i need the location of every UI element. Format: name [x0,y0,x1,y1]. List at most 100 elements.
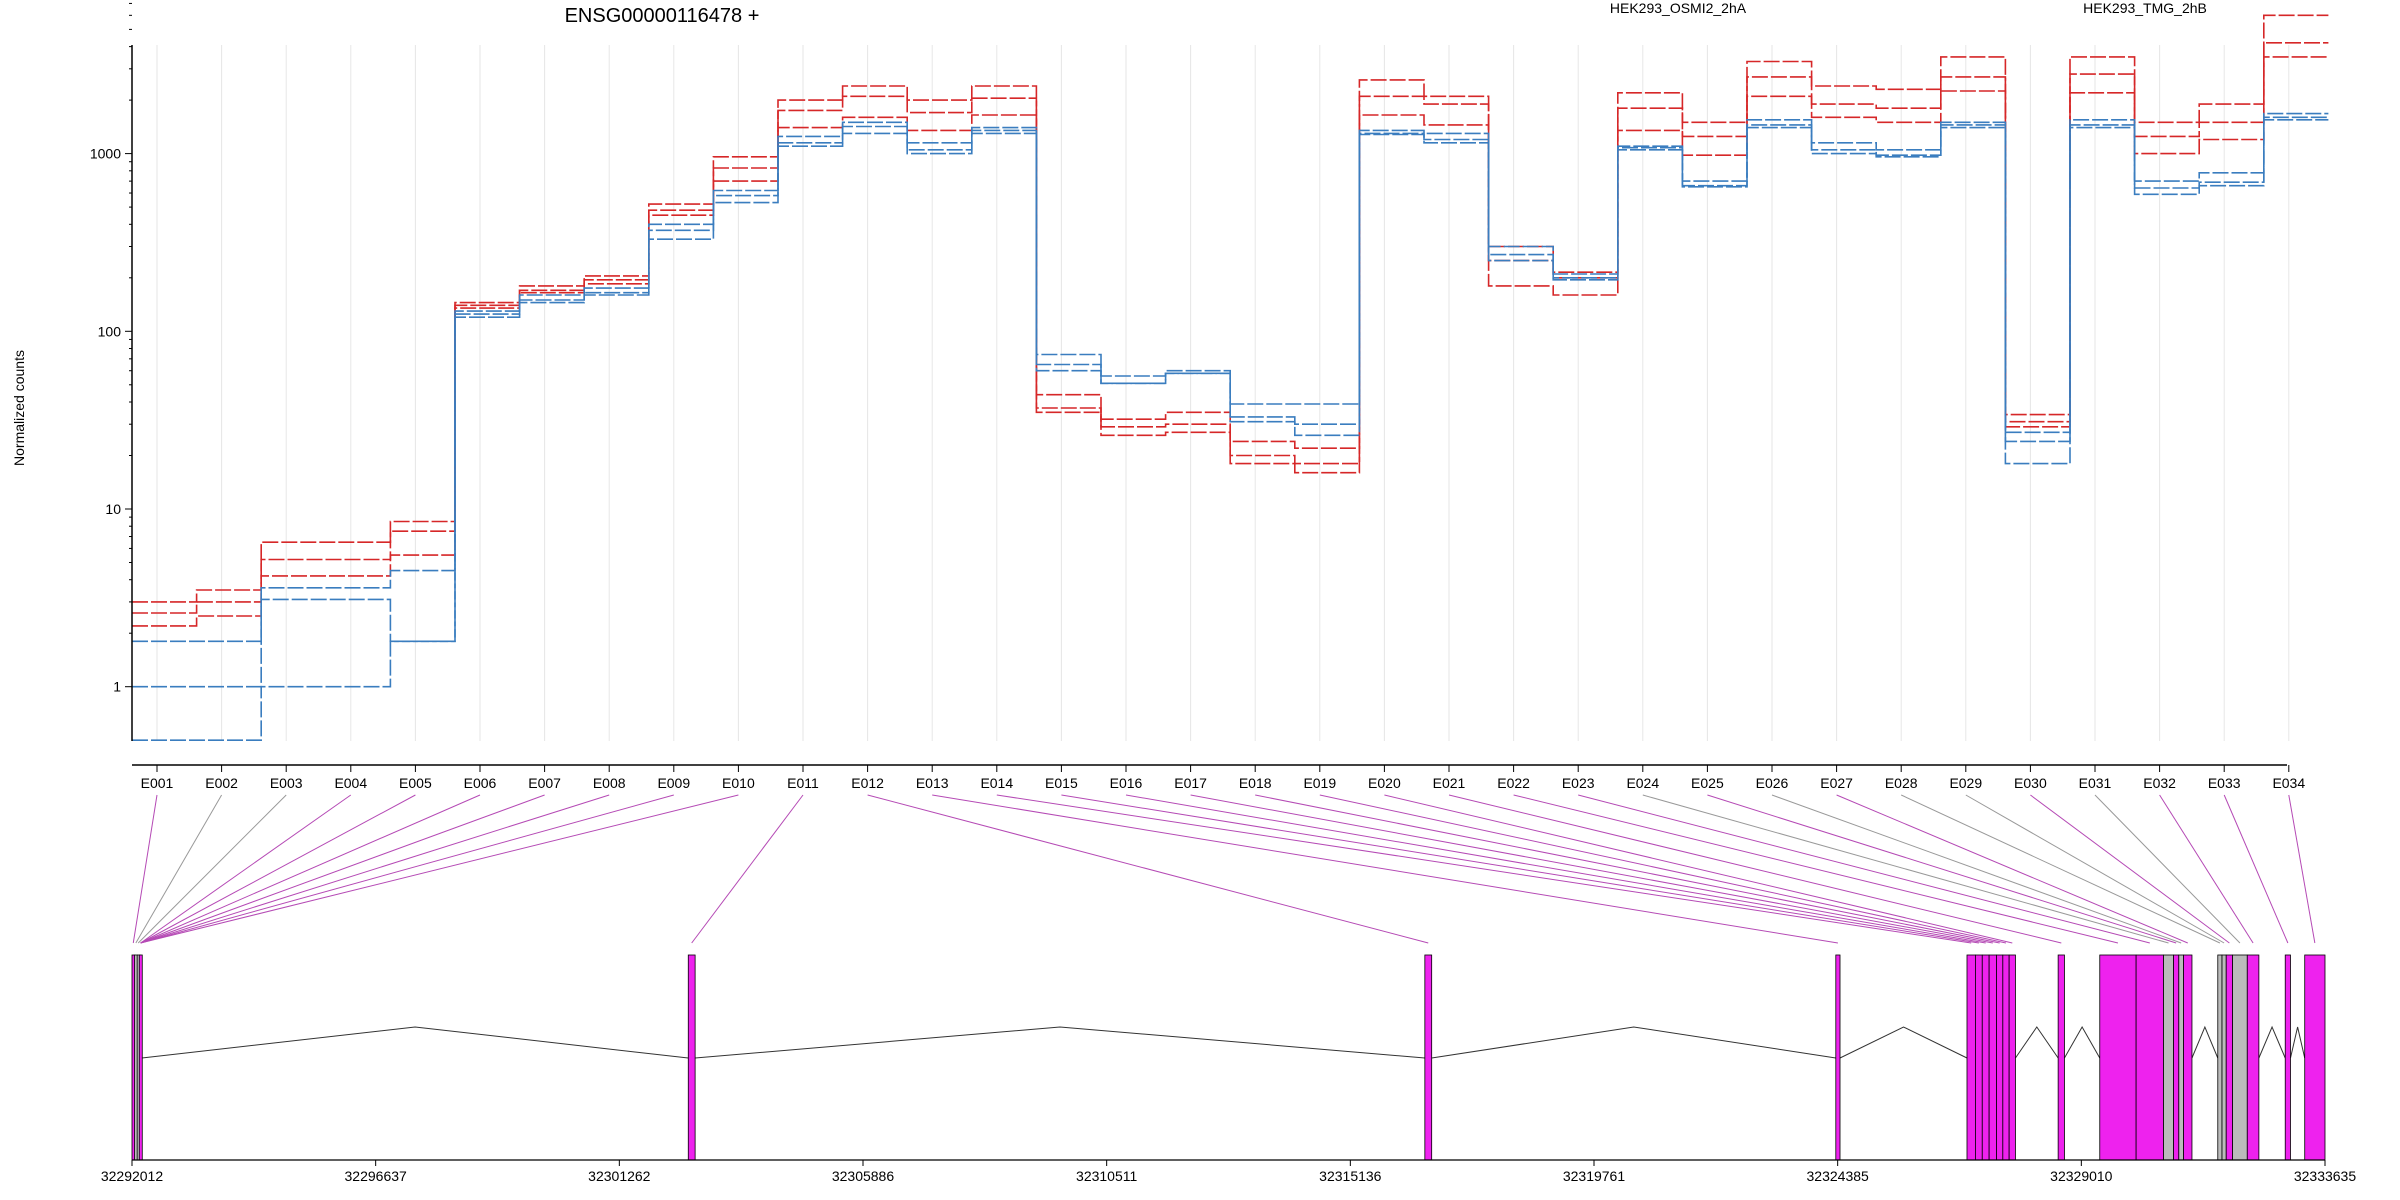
bin-connector [140,794,416,944]
bin-connector [135,794,223,944]
y-tick-label: 10 [105,501,121,517]
x-tick-label: E029 [1949,775,1982,791]
x-tick-label: E027 [1820,775,1853,791]
x-tick-label: E020 [1368,775,1401,791]
y-axis-label: Normalized counts [11,350,27,466]
x-tick-label: E030 [2014,775,2047,791]
chart-title: ENSG00000116478 + [565,5,760,27]
bin-connector [1190,794,1993,944]
x-tick-label: E002 [205,775,238,791]
x-tick-label: E004 [334,775,367,791]
bin-connector [2094,794,2241,944]
coordinate-ticks: 32292012 32296637 32301262 32305886 32310511… [101,1160,2356,1184]
bin-connector [867,794,1429,944]
exon-block [2221,954,2227,1161]
coord-tick-label: 32305886 [832,1168,895,1184]
x-tick-label: E013 [916,775,949,791]
exon-block [138,954,143,1161]
x-tick-label: E018 [1239,775,1272,791]
exon-block [2057,954,2065,1161]
x-tick-label: E006 [464,775,497,791]
coord-tick-label: 32301262 [588,1168,651,1184]
x-tick-label: E009 [657,775,690,791]
x-tick-label: E008 [593,775,626,791]
exon-block [2135,954,2164,1161]
x-tick-label: E015 [1045,775,1078,791]
coord-tick-label: 32292012 [101,1168,164,1184]
axes [131,45,2287,766]
intron-line [1839,1026,1968,1059]
bin-connector [1061,794,1979,944]
coord-tick-label: 32329010 [2050,1168,2113,1184]
series-line [132,119,2329,741]
bin-connector [2223,794,2289,944]
intron-line [141,1026,689,1059]
series-lines [132,14,2329,741]
exon-block [2099,954,2137,1161]
bin-connector [1255,794,2000,944]
intron-line [695,1026,1425,1059]
bin-connector [140,794,481,944]
exon-block [2178,954,2184,1161]
exon-block [2163,954,2174,1161]
x-tick-label: E026 [1756,775,1789,791]
bin-connector [1448,794,2062,944]
x-tick-label: E016 [1110,775,1143,791]
bin-connector [996,794,1972,944]
exon-block [2173,954,2180,1161]
x-tick-label: E007 [528,775,561,791]
x-tick-label: E010 [722,775,755,791]
coord-tick-label: 32310511 [1076,1168,1137,1184]
bin-connector [1125,794,1986,944]
grid-lines [156,45,2290,741]
bin-connector [2288,794,2316,944]
series-line [132,14,2329,603]
y-tick-label: 1 [113,679,121,695]
series-line [132,56,2329,627]
intron-line [1431,1026,1836,1059]
exon-block [1424,954,1433,1161]
bin-connector [132,794,158,944]
exon-block [2008,954,2016,1161]
exon-block [2232,954,2248,1161]
bin-connector [140,794,674,944]
x-tick-label: E033 [2208,775,2241,791]
x-tick-label: E011 [787,775,819,791]
x-tick-label: E028 [1885,775,1918,791]
x-tick-label: E012 [851,775,884,791]
exon-block [1988,954,1997,1161]
x-ticks: E001 E002 E003 E004 E005 E006 E007 E008 E009 E010… [141,765,2305,791]
x-tick-label: E022 [1497,775,1530,791]
coord-tick-label: 32319761 [1563,1168,1626,1184]
bin-connector [140,794,545,944]
exon-block [2002,954,2010,1161]
exon-block [1966,954,1976,1161]
x-tick-label: E005 [399,775,432,791]
x-tick-label: E025 [1691,775,1724,791]
x-tick-label: E023 [1562,775,1595,791]
x-tick-label: E021 [1433,775,1466,791]
exon-block [1981,954,1990,1161]
exon-block [2304,954,2326,1161]
intron-line [2015,1026,2059,1059]
exon-block [2183,954,2193,1161]
exon-block [687,954,696,1161]
bin-connector [1707,794,2177,944]
y-tick-label: 1000 [90,146,121,162]
bin-connector [1836,794,2188,944]
coord-tick-label: 32324385 [1807,1168,1870,1184]
bin-connector [2030,794,2230,944]
x-tick-label: E014 [980,775,1013,791]
bin-connector [932,794,1838,944]
series-line [132,116,2329,688]
bin-connector [1965,794,2225,944]
x-tick-label: E034 [2272,775,2305,791]
x-tick-label: E024 [1626,775,1659,791]
intron-line [2258,1025,2286,1059]
legend-item-osmi2: HEK293_OSMI2_2hA [1610,0,1747,16]
coord-tick-label: 32315136 [1319,1168,1382,1184]
exon-block [2284,954,2291,1161]
bin-connector [2159,794,2254,944]
exon-block [2225,954,2233,1161]
exon-block [1835,954,1841,1161]
